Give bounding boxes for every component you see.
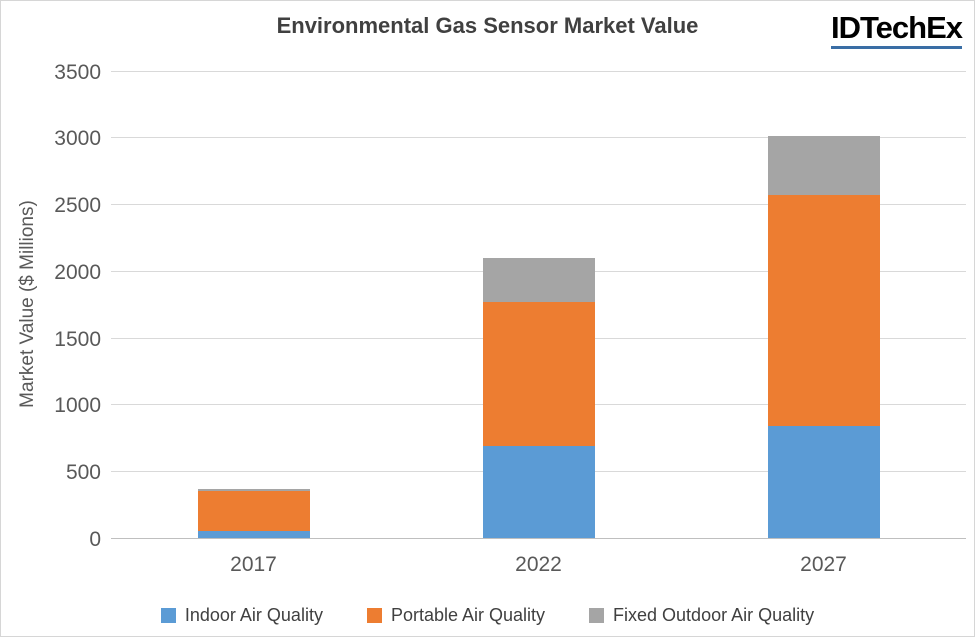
y-tick-label: 3500 — [54, 60, 101, 84]
y-tick-label: 1000 — [54, 394, 101, 418]
y-tick-label: 3000 — [54, 127, 101, 151]
chart-title: Environmental Gas Sensor Market Value — [276, 13, 699, 38]
idtechex-logo: IDTechEx — [829, 9, 964, 50]
bar-segment — [767, 135, 880, 195]
idtechex-logo-underline — [831, 46, 962, 50]
y-axis-title: Market Value ($ Millions) — [17, 200, 38, 408]
x-tick-label: 2027 — [800, 553, 847, 576]
y-tick-label: 1500 — [54, 327, 101, 351]
legend-label: Portable Air Quality — [390, 605, 546, 625]
legend-item: Fixed Outdoor Air Quality — [589, 605, 814, 626]
bar-segment — [197, 488, 310, 492]
y-tick-label: 2500 — [54, 194, 101, 218]
bar-segment — [482, 257, 595, 302]
legend-label: Fixed Outdoor Air Quality — [613, 605, 815, 625]
bar-segment — [482, 301, 595, 446]
x-axis-line — [111, 538, 966, 539]
legend: Indoor Air Quality Portable Air Quality Fi… — [1, 605, 974, 626]
x-tick-label: 2022 — [515, 553, 562, 576]
idtechex-logo-text: IDTechEx — [831, 10, 963, 45]
legend-item: Indoor Air Quality — [160, 605, 323, 626]
legend-label: Indoor Air Quality — [184, 605, 323, 625]
bar-segment — [482, 445, 595, 538]
legend-swatch — [589, 608, 605, 623]
gridline — [111, 70, 966, 72]
gridline — [111, 137, 966, 139]
legend-swatch — [366, 608, 382, 623]
gridline — [111, 204, 966, 206]
x-tick-label: 2017 — [230, 553, 277, 576]
bar-segment — [197, 531, 310, 538]
legend-swatch — [160, 608, 176, 623]
bar-segment — [767, 425, 880, 538]
y-tick-label: 0 — [89, 528, 101, 551]
y-tick-label: 500 — [65, 461, 101, 485]
bar-segment — [767, 194, 880, 426]
bar-segment — [197, 491, 310, 532]
y-tick-label: 2000 — [54, 260, 101, 284]
legend-item: Portable Air Quality — [366, 605, 546, 626]
